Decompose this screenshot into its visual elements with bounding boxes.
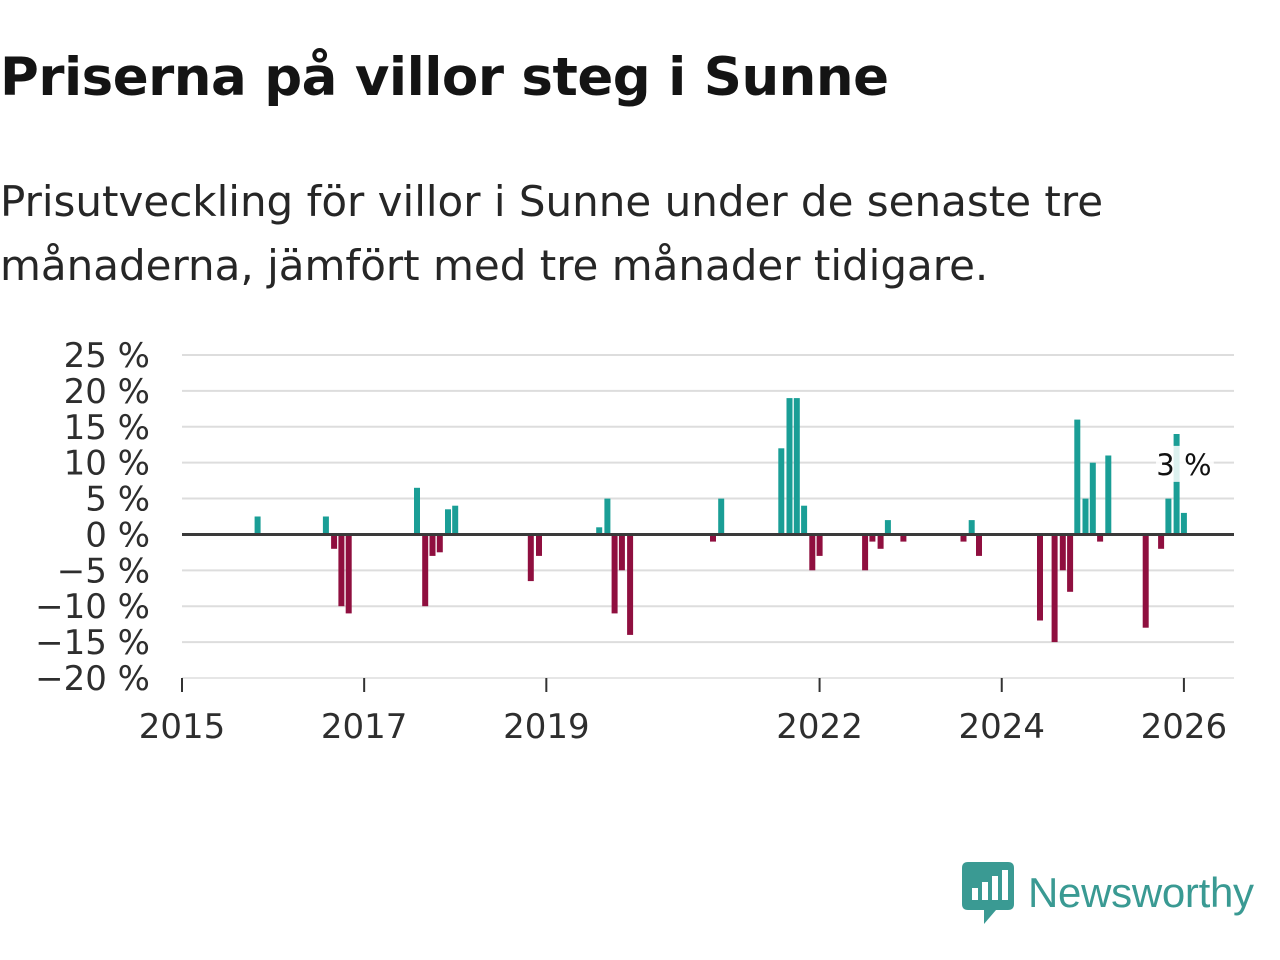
annotations: 3 %: [1155, 445, 1214, 482]
bar: [536, 534, 542, 556]
bar: [1142, 534, 1149, 628]
bar: [338, 534, 345, 607]
bar: [596, 527, 603, 535]
bar: [900, 534, 907, 542]
y-tick-label: 0 %: [85, 515, 150, 555]
bar: [877, 534, 884, 549]
bar: [1180, 512, 1187, 535]
bar: [1173, 434, 1180, 535]
bar: [1074, 419, 1081, 535]
bar: [968, 520, 975, 535]
newsworthy-brand: Newsworthy: [962, 862, 1254, 924]
bar: [422, 534, 429, 607]
y-tick-label: 5 %: [85, 480, 150, 520]
bar: [627, 534, 634, 635]
annotation-label: 3 %: [1156, 448, 1211, 482]
y-tick-label: 10 %: [64, 444, 150, 484]
bar: [718, 498, 725, 535]
bar: [801, 505, 808, 535]
x-tick-label: 2015: [139, 707, 226, 747]
bar: [1051, 534, 1058, 643]
bar: [345, 534, 352, 614]
x-axis: 2015 2017 2019 2022 2024 2026: [139, 677, 1234, 747]
y-tick-label: 15 %: [64, 408, 150, 448]
bar: [816, 534, 823, 556]
bar: [710, 534, 716, 542]
brand-name: Newsworthy: [1028, 869, 1254, 916]
bar: [1105, 455, 1112, 535]
bar: [1158, 534, 1165, 549]
x-tick-label: 2019: [503, 707, 590, 747]
y-tick-label: −10 %: [35, 587, 150, 627]
y-axis: 25 %20 %15 %10 %5 %0 %−5 %−10 %−15 %−20 …: [35, 336, 150, 699]
bar: [1089, 462, 1096, 535]
y-tick-label: 25 %: [64, 336, 150, 376]
bar: [254, 516, 261, 535]
y-tick-label: −20 %: [35, 659, 150, 699]
chart-title: Priserna på villor steg i Sunne: [0, 47, 889, 108]
bar: [604, 498, 611, 535]
bar: [436, 534, 443, 553]
bar: [618, 534, 625, 571]
bar: [414, 487, 420, 535]
bar-series: [254, 398, 1187, 643]
bar: [869, 534, 876, 542]
bar: [862, 534, 869, 571]
bar: [1165, 498, 1172, 535]
x-tick-label: 2017: [321, 707, 408, 747]
bar: [1082, 498, 1089, 535]
bar: [445, 509, 451, 535]
bar: [976, 534, 982, 556]
bar: [1059, 534, 1066, 571]
bar: [960, 534, 967, 542]
x-tick-label: 2022: [776, 707, 863, 747]
chart-subtitle: Prisutveckling för villor i Sunne under …: [0, 177, 1104, 290]
bar: [452, 505, 459, 535]
bar: [786, 398, 793, 535]
bar: [611, 534, 618, 614]
bar: [1097, 534, 1104, 542]
bar: [527, 534, 534, 582]
y-tick-label: 20 %: [64, 372, 150, 412]
annotation-bg: [1155, 445, 1214, 482]
bar: [809, 534, 816, 571]
bar: [1037, 534, 1043, 621]
bar: [884, 520, 891, 535]
bar: [322, 516, 329, 535]
bar: [331, 534, 338, 549]
x-tick-label: 2026: [1141, 707, 1228, 747]
bar: [429, 534, 436, 556]
bar: [778, 448, 785, 535]
y-tick-label: −15 %: [35, 623, 150, 663]
price-change-bar-chart: 25 %20 %15 %10 %5 %0 %−5 %−10 %−15 %−20 …: [35, 336, 1234, 747]
bar: [793, 398, 800, 535]
bar: [1067, 534, 1074, 592]
newsworthy-logo-icon: [962, 862, 1014, 924]
y-tick-label: −5 %: [57, 551, 150, 591]
x-tick-label: 2024: [958, 707, 1045, 747]
